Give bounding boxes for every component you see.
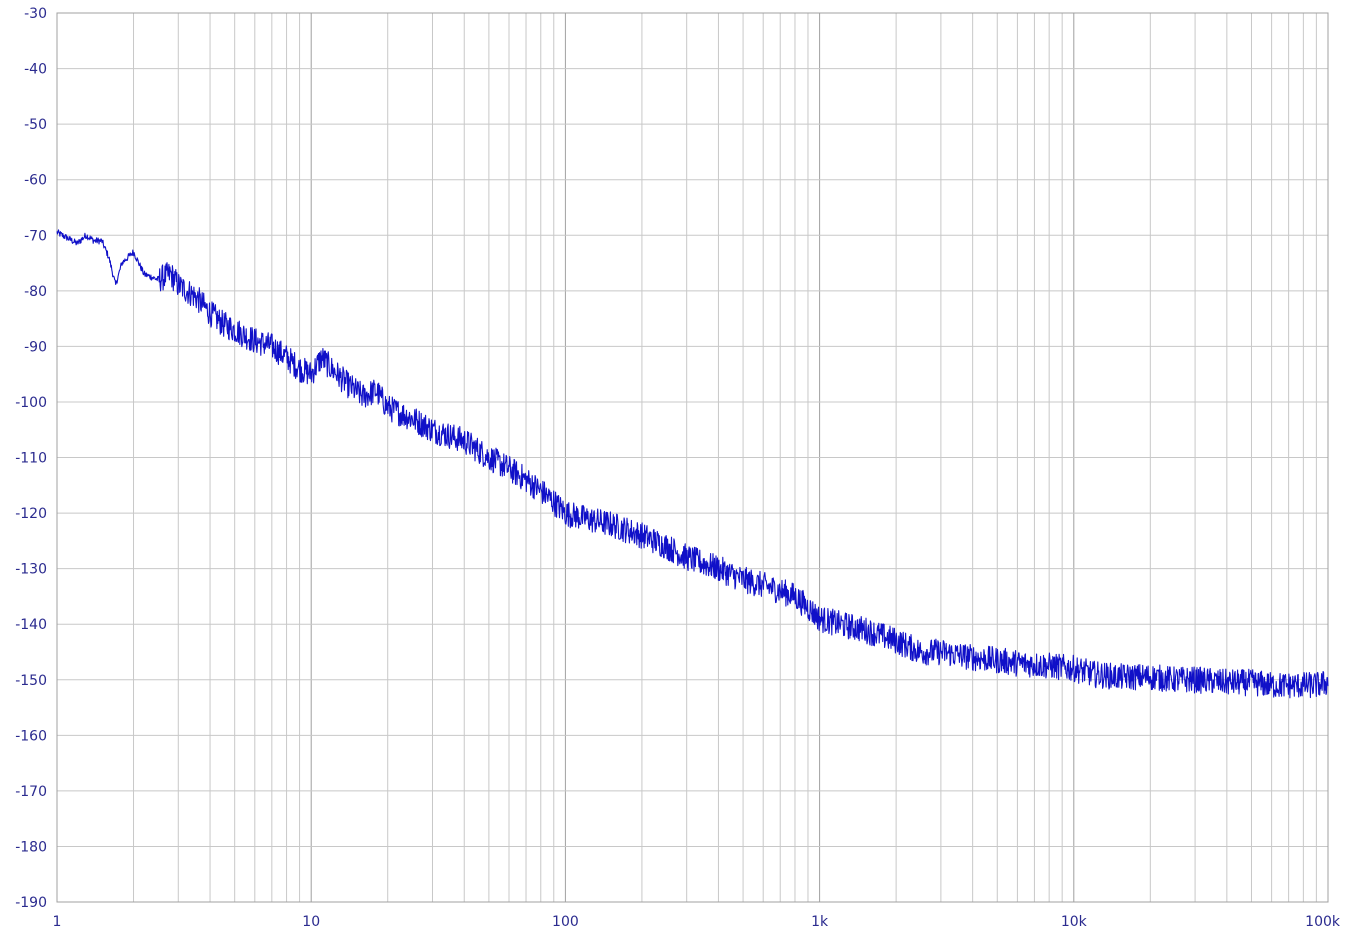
series-line-0 [56, 229, 1329, 699]
y-tick-label: -180 [15, 839, 47, 855]
x-tick-label: 1k [811, 914, 829, 930]
grid [56, 12, 1329, 903]
x-tick-label: 10 [302, 914, 320, 930]
x-tick-label: 10k [1061, 914, 1088, 930]
x-axis-tick-labels: 1 10 100 1k 10k 100k [53, 914, 1341, 930]
y-tick-label: -140 [15, 617, 47, 633]
x-tick-label: 1 [53, 914, 62, 930]
y-tick-label: -130 [15, 562, 47, 578]
y-tick-label: -110 [15, 451, 47, 467]
y-tick-label: -150 [15, 673, 47, 689]
y-tick-label: -40 [24, 62, 47, 78]
y-tick-label: -190 [15, 895, 47, 911]
plot-area [56, 229, 1329, 699]
y-tick-label: -50 [24, 117, 47, 133]
y-tick-label: -160 [15, 728, 47, 744]
x-tick-label: 100 [552, 914, 579, 930]
x-tick-label: 100k [1305, 914, 1341, 930]
y-tick-label: -70 [24, 228, 47, 244]
y-tick-label: -90 [24, 339, 47, 355]
y-tick-label: -80 [24, 284, 47, 300]
y-tick-label: -60 [24, 173, 47, 189]
y-axis-tick-labels: -30 -40 -50 -60 -70 -80 -90 -100 -110 -120 -130 -14… [15, 6, 47, 911]
y-tick-label: -100 [15, 395, 47, 411]
y-tick-label: -30 [24, 6, 47, 22]
y-tick-label: -170 [15, 784, 47, 800]
y-tick-label: -120 [15, 506, 47, 522]
plot-border [56, 12, 1329, 903]
